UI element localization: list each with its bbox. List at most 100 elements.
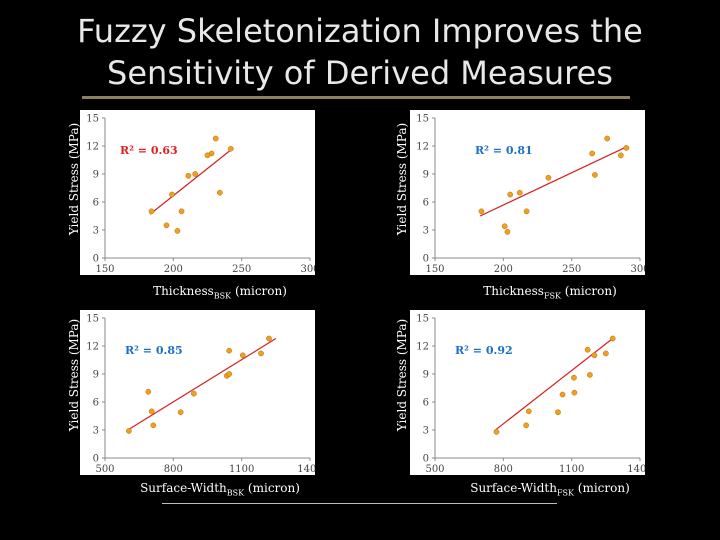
title-line-2: Sensitivity of Derived Measures (107, 54, 613, 92)
data-point (592, 172, 598, 178)
y-tick-label: 6 (423, 198, 429, 209)
r-squared-label: R² = 0.85 (125, 344, 183, 357)
data-point (604, 135, 611, 142)
data-point (618, 152, 624, 159)
data-point (609, 335, 616, 342)
data-point (266, 335, 272, 342)
y-tick-label: 15 (416, 314, 429, 325)
x-tick-label: 300 (630, 264, 645, 275)
y-tick-label: 9 (93, 370, 99, 381)
data-point (589, 150, 596, 157)
x-axis-label: Surface-WidthFSK (micron) (430, 481, 670, 498)
y-tick-label: 9 (423, 370, 429, 381)
data-point (559, 391, 566, 398)
slide-title: Fuzzy Skeletonization Improves the Sensi… (0, 10, 720, 94)
data-point (623, 145, 630, 151)
x-label-unit: (micron) (244, 481, 300, 495)
y-tick-label: 15 (86, 114, 99, 125)
data-point (523, 422, 529, 429)
y-axis-label: Yield Stress (MPa) (395, 122, 409, 236)
x-tick-label: 1100 (559, 464, 584, 475)
chart-bsk-thickness: 0 3 6 9 12 15 150 200 250 300 R² = 0.63 (80, 110, 315, 275)
y-axis-label: Yield Stress (MPa) (67, 318, 81, 432)
x-tick-label: 1400 (297, 464, 315, 475)
data-point (227, 145, 234, 152)
data-point (591, 352, 598, 359)
data-point (507, 191, 514, 198)
data-point (516, 189, 523, 196)
y-tick-label: 0 (93, 454, 99, 465)
r-squared-label: R² = 0.92 (455, 344, 513, 357)
y-tick-label: 3 (423, 426, 429, 437)
bottom-divider (162, 503, 557, 504)
data-point (258, 350, 264, 357)
data-point (555, 409, 561, 416)
data-point (150, 422, 157, 429)
y-tick-label: 15 (416, 114, 429, 125)
chart-bsk-surface-width: 0 3 6 9 12 15 500 800 1100 1400 R² = 0.85 (80, 310, 315, 475)
x-label-unit: (micron) (231, 284, 287, 298)
data-point (126, 428, 132, 434)
x-tick-label: 250 (562, 264, 581, 275)
y-axis-label: Yield Stress (MPa) (395, 318, 409, 432)
x-tick-label: 1400 (627, 464, 645, 475)
y-tick-label: 0 (423, 254, 429, 265)
data-point (587, 372, 593, 378)
data-point (185, 173, 192, 179)
x-tick-label: 150 (425, 264, 444, 275)
data-point (148, 408, 155, 415)
data-point (504, 229, 511, 235)
x-label-sub: FSK (543, 291, 561, 301)
data-point (212, 135, 219, 142)
data-point (478, 208, 485, 215)
data-point (190, 390, 197, 397)
trend-line (479, 146, 627, 217)
x-label-sub: BSK (226, 488, 245, 498)
trend-line (149, 147, 234, 215)
data-point (178, 208, 185, 215)
y-tick-label: 3 (423, 226, 429, 237)
data-point (571, 389, 578, 396)
data-point (145, 388, 152, 395)
x-axis-label: ThicknessBSK (micron) (100, 284, 340, 301)
y-axis-label: Yield Stress (MPa) (67, 122, 81, 236)
y-tick-label: 0 (423, 454, 429, 465)
y-tick-label: 3 (93, 226, 99, 237)
data-point (148, 208, 155, 215)
data-point (602, 350, 609, 357)
chart-fsk-thickness: 0 3 6 9 12 15 150 200 250 300 R² = 0.81 (410, 110, 645, 275)
trend-line (127, 338, 277, 431)
data-point (501, 223, 508, 230)
x-tick-label: 500 (95, 464, 114, 475)
y-tick-label: 12 (416, 342, 429, 353)
y-tick-label: 6 (93, 198, 99, 209)
data-point (226, 347, 232, 354)
data-point (208, 150, 215, 157)
x-tick-label: 800 (494, 464, 513, 475)
title-line-1: Fuzzy Skeletonization Improves the (77, 12, 643, 50)
y-tick-label: 15 (86, 314, 99, 325)
data-point (523, 208, 530, 215)
data-point (226, 371, 232, 377)
x-tick-label: 150 (95, 264, 114, 275)
y-tick-label: 6 (423, 398, 429, 409)
title-divider (82, 96, 630, 99)
x-label-unit: (micron) (573, 481, 630, 495)
x-label-sub: BSK (213, 291, 232, 301)
x-axis-label: Surface-WidthBSK (micron) (100, 481, 340, 498)
y-tick-label: 12 (86, 342, 99, 353)
data-point (163, 222, 170, 229)
data-point (525, 408, 532, 415)
r-squared-label: R² = 0.63 (120, 144, 178, 157)
x-tick-label: 250 (232, 264, 251, 275)
y-tick-label: 9 (423, 170, 429, 181)
x-label-main: Thickness (483, 284, 544, 298)
data-point (177, 409, 184, 416)
data-point (216, 189, 223, 196)
x-label-sub: FSK (556, 488, 574, 498)
y-tick-label: 12 (416, 142, 429, 153)
y-tick-label: 12 (86, 142, 99, 153)
x-tick-label: 800 (164, 464, 183, 475)
data-point (239, 352, 246, 359)
data-point (545, 174, 552, 181)
